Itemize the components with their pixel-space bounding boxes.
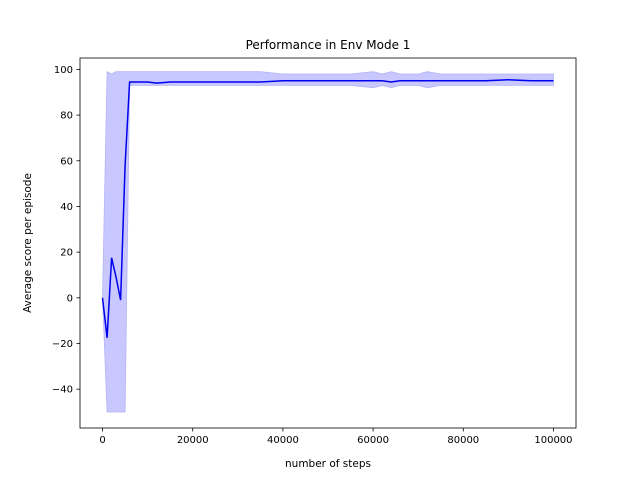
y-tick: 60	[60, 156, 80, 167]
y-axis-label: Average score per episode	[22, 173, 34, 313]
x-tick: 60000	[357, 428, 389, 446]
y-tick: −40	[52, 385, 80, 396]
y-tick-label: 0	[67, 293, 73, 304]
x-tick: 100000	[534, 428, 573, 446]
y-tick-label: 80	[60, 111, 73, 122]
x-tick: 20000	[177, 428, 209, 446]
x-tick-label: 20000	[177, 435, 209, 446]
y-tick-label: 20	[60, 248, 73, 259]
y-tick: 40	[60, 202, 80, 213]
y-tick-label: 40	[60, 202, 73, 213]
y-tick: 20	[60, 248, 80, 259]
x-tick: 80000	[447, 428, 479, 446]
y-tick: −20	[52, 339, 80, 350]
y-tick-label: 60	[60, 156, 73, 167]
y-tick: 0	[67, 293, 80, 304]
x-tick-label: 80000	[447, 435, 479, 446]
y-tick-label: −40	[52, 385, 73, 396]
y-tick-label: 100	[54, 65, 73, 76]
x-tick-label: 40000	[267, 435, 299, 446]
confidence-band	[102, 71, 554, 413]
y-tick: 80	[60, 111, 80, 122]
chart-title: Performance in Env Mode 1	[246, 38, 411, 52]
y-tick: 100	[54, 65, 80, 76]
x-tick-label: 100000	[534, 435, 572, 446]
y-tick-label: −20	[52, 339, 73, 350]
x-tick: 0	[99, 428, 106, 446]
x-tick-label: 0	[99, 435, 105, 446]
x-tick: 40000	[267, 428, 299, 446]
x-axis-label: number of steps	[285, 458, 371, 470]
y-axis-ticks: −40 −20 0 20 40 60 80 100	[52, 65, 80, 396]
plot-area	[101, 71, 554, 413]
x-tick-label: 60000	[357, 435, 389, 446]
axes-frame	[79, 57, 577, 429]
x-axis-ticks: 0 20000 40000 60000 80000 100000	[99, 428, 573, 446]
series-mean-line	[101, 78, 554, 338]
